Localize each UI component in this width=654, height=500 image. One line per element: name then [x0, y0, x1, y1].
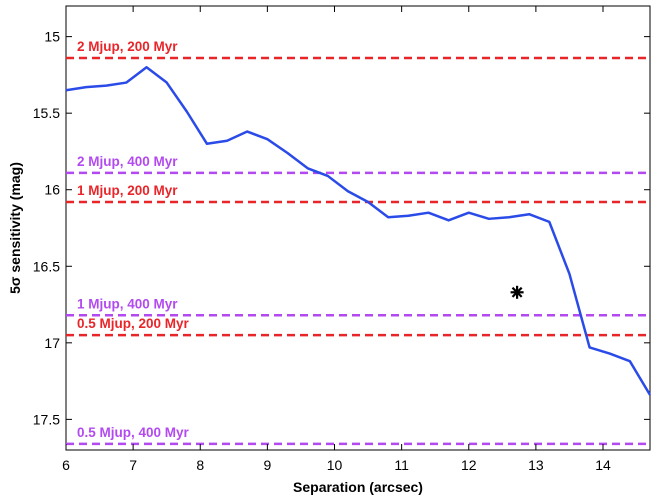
x-tick-label: 7: [129, 457, 137, 473]
x-tick-label: 13: [528, 457, 544, 473]
y-axis-ticks: 15 15.5 16 16.5 17 17.5: [33, 29, 650, 427]
reference-line-label: 1 Mjup, 400 Myr: [77, 296, 178, 311]
x-tick-label: 10: [327, 457, 343, 473]
y-tick-label: 15: [44, 29, 60, 45]
y-axis-label: 5σ sensitivity (mag): [7, 162, 23, 294]
x-axis-ticks: 6 7 8 9 10 11 12 13 14: [62, 6, 611, 473]
x-tick-label: 12: [461, 457, 477, 473]
reference-line-label: 0.5 Mjup, 200 Myr: [77, 316, 190, 331]
y-tick-label: 15.5: [33, 105, 60, 121]
y-tick-label: 16: [44, 182, 60, 198]
x-tick-label: 11: [394, 457, 409, 473]
series-group: [65, 65, 652, 396]
reference-labels: 2 Mjup, 200 Myr 2 Mjup, 400 Myr 1 Mjup, 20…: [77, 39, 190, 440]
x-tick-label: 6: [62, 457, 70, 473]
y-tick-label: 17.5: [33, 411, 60, 427]
sensitivity-curve: [65, 65, 652, 396]
reference-line-label: 2 Mjup, 400 Myr: [77, 154, 178, 169]
x-tick-label: 9: [263, 457, 271, 473]
y-tick-label: 16.5: [33, 258, 60, 274]
reference-lines: [66, 56, 650, 446]
y-tick-label: 17: [44, 335, 60, 351]
reference-line-label: 1 Mjup, 200 Myr: [77, 183, 178, 198]
detection-marker: [510, 285, 524, 299]
marker-group: [510, 285, 524, 299]
x-tick-label: 8: [196, 457, 204, 473]
x-axis-label: Separation (arcsec): [293, 479, 423, 495]
reference-line-label: 0.5 Mjup, 400 Myr: [77, 425, 190, 440]
reference-line-label: 2 Mjup, 200 Myr: [77, 39, 178, 54]
x-tick-label: 14: [595, 457, 611, 473]
